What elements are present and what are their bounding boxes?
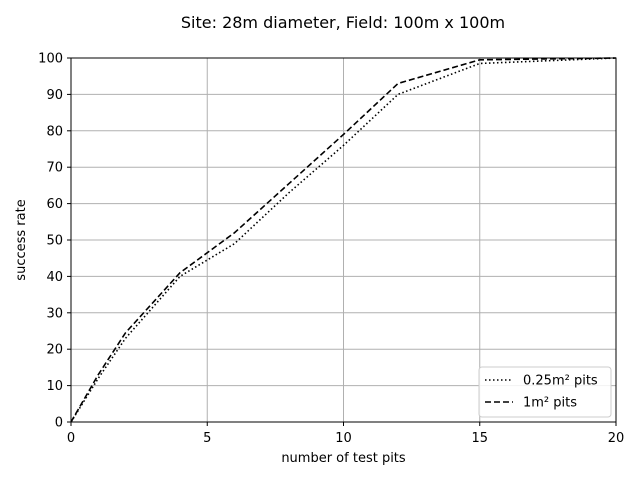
y-tick-label: 100: [38, 52, 63, 67]
x-axis-label: number of test pits: [281, 451, 406, 466]
y-tick-label: 10: [46, 379, 63, 394]
series-line-dashed: [70, 57, 617, 423]
y-tick-label: 70: [46, 161, 63, 176]
x-tick-label: 15: [471, 431, 488, 446]
y-tick-label: 0: [55, 416, 63, 431]
y-tick-label: 60: [46, 197, 63, 212]
y-tick-label: 40: [46, 270, 63, 285]
x-tick-label: 20: [608, 431, 625, 446]
legend-label: 1m² pits: [523, 396, 577, 411]
y-tick-label: 80: [46, 124, 63, 139]
y-tick-label: 30: [46, 306, 63, 321]
legend: 0.25m² pits 1m² pits: [478, 366, 612, 418]
y-tick-label: 90: [46, 88, 63, 103]
series-lines: [70, 57, 617, 423]
axis-ticks: 0 5 10 15 20 0 10 20 30 40 50 60 70 80 90 100: [38, 52, 624, 447]
legend-label: 0.25m² pits: [523, 374, 598, 389]
y-tick-label: 50: [46, 234, 63, 249]
x-tick-label: 0: [67, 431, 75, 446]
x-tick-label: 5: [203, 431, 211, 446]
x-tick-label: 10: [335, 431, 352, 446]
legend-box: [478, 366, 612, 418]
y-tick-label: 20: [46, 343, 63, 358]
chart-title: Site: 28m diameter, Field: 100m x 100m: [181, 13, 505, 32]
y-axis-label: success rate: [14, 199, 29, 280]
